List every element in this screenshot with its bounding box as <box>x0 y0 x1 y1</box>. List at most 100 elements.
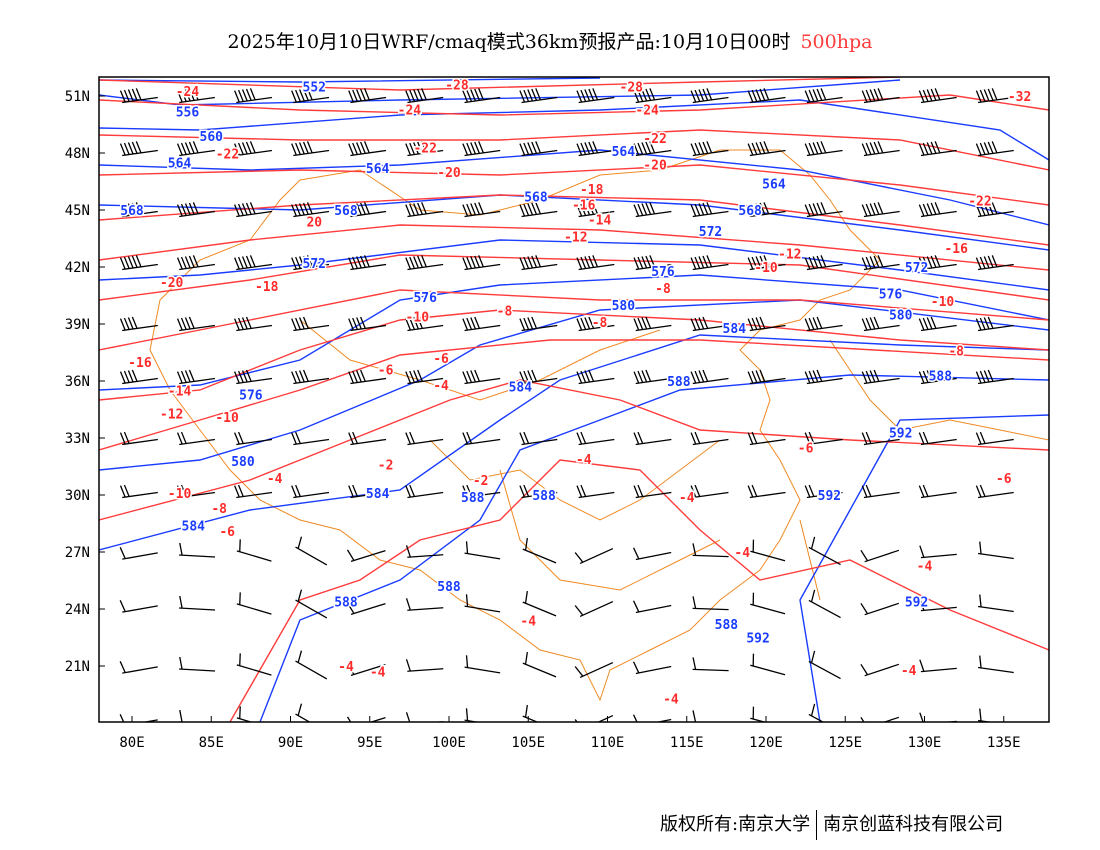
wind-barb <box>975 141 1014 157</box>
wind-barb <box>861 431 900 446</box>
height-contour-label: 568 <box>120 204 144 219</box>
wind-barb <box>119 431 158 446</box>
wind-barb <box>405 88 444 104</box>
height-contour-label: 588 <box>437 580 461 595</box>
wind-barb <box>348 202 387 218</box>
wind-barb <box>977 594 1014 613</box>
wind-barb <box>576 202 615 218</box>
wind-barb <box>295 589 328 619</box>
wind-barb <box>405 712 444 722</box>
wind-barb <box>234 369 273 385</box>
temperature-contour <box>99 94 1049 116</box>
wind-barb <box>808 589 841 619</box>
wind-barb <box>519 202 558 218</box>
height-contour-label: 564 <box>366 162 390 177</box>
height-contour-label: 556 <box>176 106 200 121</box>
height-contour-label: 588 <box>929 369 953 384</box>
height-contour <box>99 194 1049 251</box>
map-title: 2025年10月10日WRF/cmaq模式36km预报产品:10月10日00时 5… <box>0 27 1100 54</box>
wind-barb <box>462 202 501 218</box>
wind-barb <box>750 706 786 722</box>
height-contour-label: 552 <box>303 81 326 96</box>
wind-barb <box>405 369 444 385</box>
wind-barb <box>519 316 558 332</box>
temperature-contour-label: -6 <box>378 364 394 379</box>
wind-barb <box>176 202 215 218</box>
lon-tick-label: 105E <box>511 735 545 751</box>
temperature-contour-label: -28 <box>445 79 469 94</box>
wind-barb <box>975 316 1014 332</box>
wind-barb <box>234 484 273 499</box>
wind-barb <box>576 88 615 104</box>
wind-barb <box>919 598 957 612</box>
lon-tick-label: 80E <box>119 735 144 751</box>
wind-barb <box>519 88 558 104</box>
height-contour-label: 588 <box>334 595 358 610</box>
wind-barb <box>747 141 786 157</box>
temperature-contour-label: -4 <box>663 692 679 707</box>
temperature-contour-label: -24 <box>398 103 422 118</box>
temperature-contour-label: -6 <box>996 472 1012 487</box>
wind-barb <box>977 708 1014 722</box>
height-contour-label: 576 <box>239 388 263 403</box>
temperature-contour <box>99 379 1049 521</box>
wind-barb <box>690 88 729 104</box>
height-contour-label: 576 <box>879 288 903 303</box>
height-contour-label: 592 <box>746 632 769 647</box>
lat-tick-label: 42N <box>65 260 90 276</box>
temperature-contour-label: -22 <box>216 147 239 162</box>
temperature-contour-label: -10 <box>406 310 430 325</box>
wind-barb <box>804 316 843 332</box>
height-contour-label: 564 <box>762 177 786 192</box>
wind-barb <box>176 316 215 332</box>
wind-barb <box>977 655 1014 674</box>
temperature-contour-label: -6 <box>798 442 814 457</box>
temperature-contour-label: -2 <box>473 474 489 489</box>
wind-barb <box>522 590 557 617</box>
temperature-contour-label: -2 <box>378 459 394 474</box>
lon-tick-label: 115E <box>670 735 704 751</box>
wind-barb <box>176 369 215 385</box>
height-contour-label: 568 <box>524 191 548 206</box>
wind-barb <box>119 661 158 674</box>
wind-barb <box>690 484 729 499</box>
wind-barb <box>860 549 900 563</box>
height-contour-label: 560 <box>200 130 224 145</box>
lat-tick-label: 39N <box>65 317 90 333</box>
wind-barb <box>750 592 786 615</box>
wind-barb <box>464 594 501 613</box>
wind-barb <box>348 316 387 332</box>
temperature-contour-label: -10 <box>215 411 239 426</box>
height-contours <box>99 77 1049 722</box>
lon-tick-label: 120E <box>749 735 783 751</box>
height-contour-label: 568 <box>738 204 762 219</box>
wind-barb <box>747 202 786 218</box>
wind-barb <box>918 484 957 499</box>
temperature-contour <box>99 194 1049 246</box>
wind-barb <box>405 659 444 672</box>
wind-barb <box>576 141 615 157</box>
copyright-left: 版权所有:南京大学 <box>660 814 811 835</box>
lat-tick-label: 33N <box>65 431 90 447</box>
height-contour-label: 584 <box>723 322 747 337</box>
copyright-footer: 版权所有:南京大学 南京创蓝科技有限公司 <box>660 810 1003 840</box>
wind-barb <box>804 255 843 271</box>
wind-barb <box>291 484 330 499</box>
temperature-contour-label: -4 <box>576 453 592 468</box>
temperature-contour-label: -4 <box>901 664 917 679</box>
wind-barb <box>464 541 501 560</box>
height-contour-label: 588 <box>532 489 556 504</box>
lon-tick-label: 100E <box>432 735 466 751</box>
wind-barb <box>747 316 786 332</box>
wind-barb <box>576 369 615 385</box>
wind-barb <box>632 600 672 614</box>
wind-barb <box>692 596 729 611</box>
wind-barbs <box>119 88 1014 722</box>
wind-barb <box>692 657 729 672</box>
temperature-contour-label: -10 <box>931 295 955 310</box>
wind-barb <box>176 431 215 446</box>
wind-barb <box>462 141 501 157</box>
lon-tick-label: 85E <box>199 735 224 751</box>
height-contour-label: 580 <box>612 299 636 314</box>
wind-barb <box>405 598 444 611</box>
